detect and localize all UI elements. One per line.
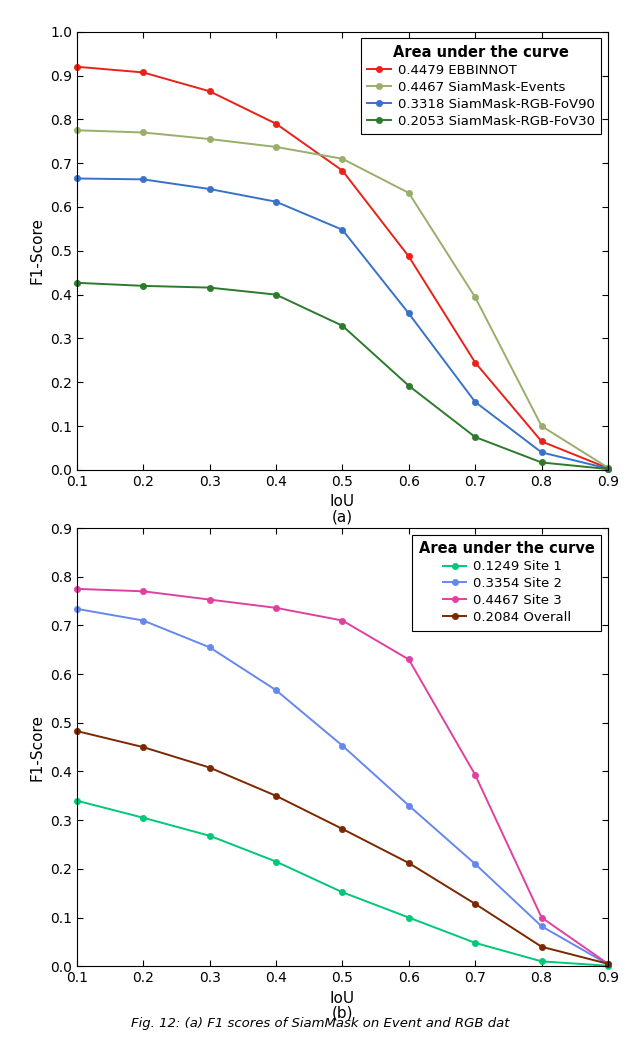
Legend: 0.4479 EBBINNOT, 0.4467 SiamMask-Events, 0.3318 SiamMask-RGB-FoV90, 0.2053 SiamM: 0.4479 EBBINNOT, 0.4467 SiamMask-Events,… (361, 38, 602, 134)
0.4467 SiamMask-Events (205, 133, 213, 146)
0.2084 Overall (471, 898, 479, 910)
0.4479 EBBINNOT (140, 67, 147, 79)
0.3354 Site 2 (538, 920, 545, 932)
0.3318 SiamMask-RGB-FoV90 (339, 224, 346, 237)
0.2084 Overall (405, 856, 413, 869)
0.4479 EBBINNOT (538, 435, 545, 448)
0.4467 Site 3 (339, 615, 346, 627)
0.3318 SiamMask-RGB-FoV90 (272, 195, 280, 208)
0.3354 Site 2 (471, 857, 479, 870)
0.1249 Site 1 (339, 886, 346, 899)
0.2084 Overall (538, 941, 545, 954)
Y-axis label: F1-Score: F1-Score (29, 218, 44, 284)
Legend: 0.1249 Site 1, 0.3354 Site 2, 0.4467 Site 3, 0.2084 Overall: 0.1249 Site 1, 0.3354 Site 2, 0.4467 Sit… (412, 534, 602, 630)
0.3318 SiamMask-RGB-FoV90 (471, 396, 479, 409)
0.4479 EBBINNOT (73, 60, 81, 73)
0.3354 Site 2 (205, 641, 213, 654)
0.4467 Site 3 (471, 769, 479, 781)
0.1249 Site 1 (272, 855, 280, 868)
0.2053 SiamMask-RGB-FoV30 (73, 277, 81, 289)
0.4467 SiamMask-Events (471, 290, 479, 303)
0.3354 Site 2 (405, 799, 413, 812)
0.1249 Site 1 (538, 955, 545, 967)
0.3354 Site 2 (73, 603, 81, 616)
0.2084 Overall (73, 724, 81, 737)
0.1249 Site 1 (604, 960, 612, 973)
0.3318 SiamMask-RGB-FoV90 (73, 172, 81, 185)
Line: 0.4467 Site 3: 0.4467 Site 3 (74, 586, 611, 967)
0.2053 SiamMask-RGB-FoV30 (604, 463, 612, 475)
X-axis label: IoU: IoU (330, 494, 355, 509)
X-axis label: IoU: IoU (330, 991, 355, 1005)
0.4467 SiamMask-Events (339, 152, 346, 165)
0.2053 SiamMask-RGB-FoV30 (538, 456, 545, 469)
0.2053 SiamMask-RGB-FoV30 (140, 280, 147, 293)
0.3354 Site 2 (272, 684, 280, 697)
0.2053 SiamMask-RGB-FoV30 (205, 281, 213, 294)
Text: (a): (a) (332, 509, 353, 525)
0.1249 Site 1 (471, 937, 479, 949)
0.4479 EBBINNOT (339, 165, 346, 177)
0.4467 Site 3 (73, 583, 81, 596)
Line: 0.4479 EBBINNOT: 0.4479 EBBINNOT (74, 63, 611, 471)
0.3318 SiamMask-RGB-FoV90 (538, 446, 545, 458)
0.4467 Site 3 (205, 593, 213, 606)
0.2053 SiamMask-RGB-FoV30 (405, 379, 413, 392)
0.3318 SiamMask-RGB-FoV90 (405, 307, 413, 320)
0.3318 SiamMask-RGB-FoV90 (604, 463, 612, 475)
0.2084 Overall (339, 823, 346, 835)
0.2053 SiamMask-RGB-FoV30 (272, 288, 280, 301)
Line: 0.2084 Overall: 0.2084 Overall (74, 728, 611, 967)
0.4467 SiamMask-Events (538, 419, 545, 433)
Line: 0.1249 Site 1: 0.1249 Site 1 (74, 797, 611, 968)
0.4467 Site 3 (405, 653, 413, 665)
0.4467 SiamMask-Events (140, 126, 147, 138)
0.4467 SiamMask-Events (405, 187, 413, 200)
0.2053 SiamMask-RGB-FoV30 (339, 319, 346, 332)
0.4479 EBBINNOT (405, 250, 413, 263)
0.4479 EBBINNOT (205, 84, 213, 97)
0.3354 Site 2 (604, 958, 612, 970)
0.3318 SiamMask-RGB-FoV90 (205, 183, 213, 195)
0.4479 EBBINNOT (272, 117, 280, 130)
Text: Fig. 12: (a) F1 scores of SiamMask on Event and RGB dat: Fig. 12: (a) F1 scores of SiamMask on Ev… (131, 1017, 509, 1030)
Y-axis label: F1-Score: F1-Score (29, 714, 44, 780)
0.1249 Site 1 (205, 829, 213, 842)
0.4479 EBBINNOT (471, 356, 479, 369)
Line: 0.2053 SiamMask-RGB-FoV30: 0.2053 SiamMask-RGB-FoV30 (74, 280, 611, 472)
0.4467 Site 3 (604, 958, 612, 970)
0.3354 Site 2 (140, 615, 147, 627)
0.2053 SiamMask-RGB-FoV30 (471, 431, 479, 444)
0.2084 Overall (140, 741, 147, 754)
0.4467 SiamMask-Events (604, 461, 612, 474)
0.2084 Overall (604, 958, 612, 970)
0.2084 Overall (205, 761, 213, 774)
0.2084 Overall (272, 790, 280, 803)
0.3354 Site 2 (339, 739, 346, 752)
0.4467 SiamMask-Events (73, 124, 81, 136)
0.4467 SiamMask-Events (272, 140, 280, 153)
0.1249 Site 1 (140, 811, 147, 824)
Line: 0.3318 SiamMask-RGB-FoV90: 0.3318 SiamMask-RGB-FoV90 (74, 175, 611, 472)
0.3318 SiamMask-RGB-FoV90 (140, 173, 147, 186)
0.1249 Site 1 (405, 911, 413, 924)
Line: 0.3354 Site 2: 0.3354 Site 2 (74, 606, 611, 967)
0.4467 Site 3 (538, 911, 545, 924)
0.1249 Site 1 (73, 794, 81, 807)
0.4479 EBBINNOT (604, 461, 612, 474)
0.4467 Site 3 (140, 585, 147, 598)
Text: (b): (b) (332, 1005, 353, 1021)
0.4467 Site 3 (272, 602, 280, 615)
Line: 0.4467 SiamMask-Events: 0.4467 SiamMask-Events (74, 127, 611, 471)
